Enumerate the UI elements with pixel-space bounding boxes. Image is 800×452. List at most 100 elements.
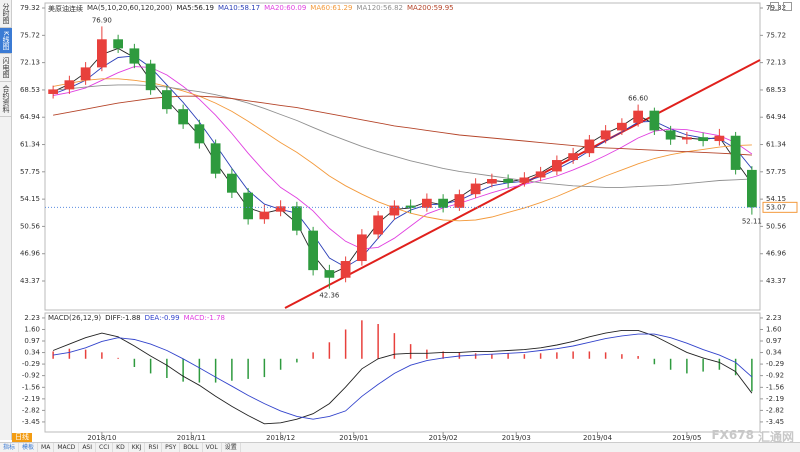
candle-body xyxy=(730,135,741,170)
candle-body xyxy=(600,130,611,140)
toolbar-item[interactable]: BOLL xyxy=(180,443,203,452)
y-tick-label: 54.15 xyxy=(766,195,786,203)
candle-body xyxy=(357,234,367,262)
x-tick-label: 2019/05 xyxy=(672,434,701,442)
y-tick-label: 72.13 xyxy=(20,59,40,67)
candle-body xyxy=(568,153,578,161)
watermark: FX678 汇通网 xyxy=(711,428,794,445)
toolbar-item[interactable]: 设置 xyxy=(222,443,241,452)
x-tick-label: 2019/02 xyxy=(429,434,458,442)
toolbar-item[interactable]: KKJ xyxy=(129,443,146,452)
day-tab[interactable]: 日线 xyxy=(12,433,32,442)
x-tick-label: 2019/04 xyxy=(583,434,613,442)
candle-body xyxy=(649,110,660,131)
candle-body xyxy=(113,39,123,49)
legend: MACD(26,12,9) DIFF:-1.88 DEA:-0.99 MACD:-1.… xyxy=(48,314,225,322)
x-tick-label: 2019/03 xyxy=(502,434,531,442)
y-tick-label: 46.96 xyxy=(20,250,41,258)
trend-line xyxy=(284,59,761,309)
y-tick-label: 50.56 xyxy=(766,222,787,230)
candle-body xyxy=(324,270,335,278)
toolbar-item[interactable]: 模板 xyxy=(19,443,39,452)
y-tick-label: 0.97 xyxy=(766,337,782,345)
y-tick-label: 0.34 xyxy=(766,349,782,357)
legend-entry: MA20:60.09 xyxy=(264,4,307,12)
y-tick-label: 43.37 xyxy=(766,277,786,285)
icon[interactable] xyxy=(783,2,792,11)
y-tick-label: 54.15 xyxy=(20,195,40,203)
toolbar-item[interactable]: VOL xyxy=(203,443,222,452)
candle-body xyxy=(405,205,416,208)
y-tick-label: 79.32 xyxy=(20,4,40,12)
y-tick-label: -0.92 xyxy=(766,372,784,380)
candle-body xyxy=(97,39,107,68)
candle-body xyxy=(633,110,643,123)
side-tab[interactable]: K线图 xyxy=(0,28,12,54)
side-tab[interactable]: 闪电图 xyxy=(0,54,12,82)
candle-body xyxy=(454,194,465,208)
legend-entry: DIFF:-1.88 xyxy=(105,314,141,322)
y-tick-label: 57.75 xyxy=(20,168,40,176)
y-tick-label: 0.34 xyxy=(24,349,40,357)
y-tick-label: 75.72 xyxy=(766,31,786,39)
candle-body xyxy=(243,192,253,220)
y-tick-label: -2.19 xyxy=(22,395,40,403)
y-tick-label: 79.32 xyxy=(766,4,786,12)
legend-entry: MA120:56.82 xyxy=(356,4,404,12)
toolbar-item[interactable]: PSY xyxy=(162,443,181,452)
candle-body xyxy=(747,169,757,208)
watermark-text: 汇通网 xyxy=(757,430,794,444)
y-tick-label: 43.37 xyxy=(20,277,40,285)
candle-body xyxy=(308,230,318,271)
y-tick-label: -0.92 xyxy=(22,372,40,380)
y-tick-label: 2.23 xyxy=(24,314,40,322)
toolbar-item[interactable]: MA xyxy=(38,443,55,452)
ma-line xyxy=(52,55,753,268)
candle-body xyxy=(519,177,530,183)
toolbar-item[interactable]: CCI xyxy=(96,443,114,452)
toolbar: 指标 模板 MA MACD ASI CCI KD KKJ RSI PSY BOLL VOL 设置 xyxy=(0,442,800,452)
side-tab[interactable]: 分时图 xyxy=(0,0,12,28)
candle-body xyxy=(584,139,595,154)
candle-body xyxy=(422,198,432,208)
candle-body xyxy=(129,48,140,64)
ma-line xyxy=(53,95,752,156)
toolbar-item[interactable]: ASI xyxy=(79,443,96,452)
window-icons xyxy=(770,2,792,11)
last-price-box xyxy=(762,201,798,213)
toolbar-item[interactable]: RSI xyxy=(145,443,163,452)
legend: 美原油连续 MA(5,10,20,60,120,200) MA5:56.19 MA10… xyxy=(48,4,454,14)
y-tick-label: -0.29 xyxy=(766,360,784,368)
side-tab[interactable]: 合约资料 xyxy=(0,82,12,117)
candle-body xyxy=(698,137,708,142)
toolbar-item[interactable]: MACD xyxy=(54,443,80,452)
y-tick-label: 2.23 xyxy=(766,314,782,322)
y-tick-label: 1.60 xyxy=(24,325,40,333)
x-tick-label: 2018/12 xyxy=(266,434,295,442)
x-tick-label: 2019/01 xyxy=(339,434,368,442)
y-tick-label: -2.82 xyxy=(766,406,784,414)
toolbar-item[interactable]: KD xyxy=(113,443,129,452)
candle-body xyxy=(682,137,692,140)
icon[interactable] xyxy=(770,2,779,11)
toolbar-item[interactable]: 指标 xyxy=(0,443,20,452)
candle-body xyxy=(665,130,676,140)
annotation: 76.90 xyxy=(92,16,112,24)
legend-entry: MA10:58.17 xyxy=(218,4,261,12)
watermark-text: FX678 xyxy=(711,428,754,442)
y-tick-label: 72.13 xyxy=(766,59,786,67)
macd-line xyxy=(52,329,753,425)
annotation: 42.36 xyxy=(319,292,340,300)
y-tick-label: 61.34 xyxy=(20,141,41,149)
ma-line xyxy=(52,47,753,276)
x-tick-label: 2018/11 xyxy=(177,434,206,442)
candle-body xyxy=(487,179,497,184)
legend-entry: DEA:-0.99 xyxy=(144,314,180,322)
y-tick-label: 50.56 xyxy=(20,222,41,230)
y-tick-label: 68.53 xyxy=(766,86,786,94)
candle-body xyxy=(535,171,546,178)
candle-body xyxy=(503,179,513,183)
candle-body xyxy=(275,206,286,212)
